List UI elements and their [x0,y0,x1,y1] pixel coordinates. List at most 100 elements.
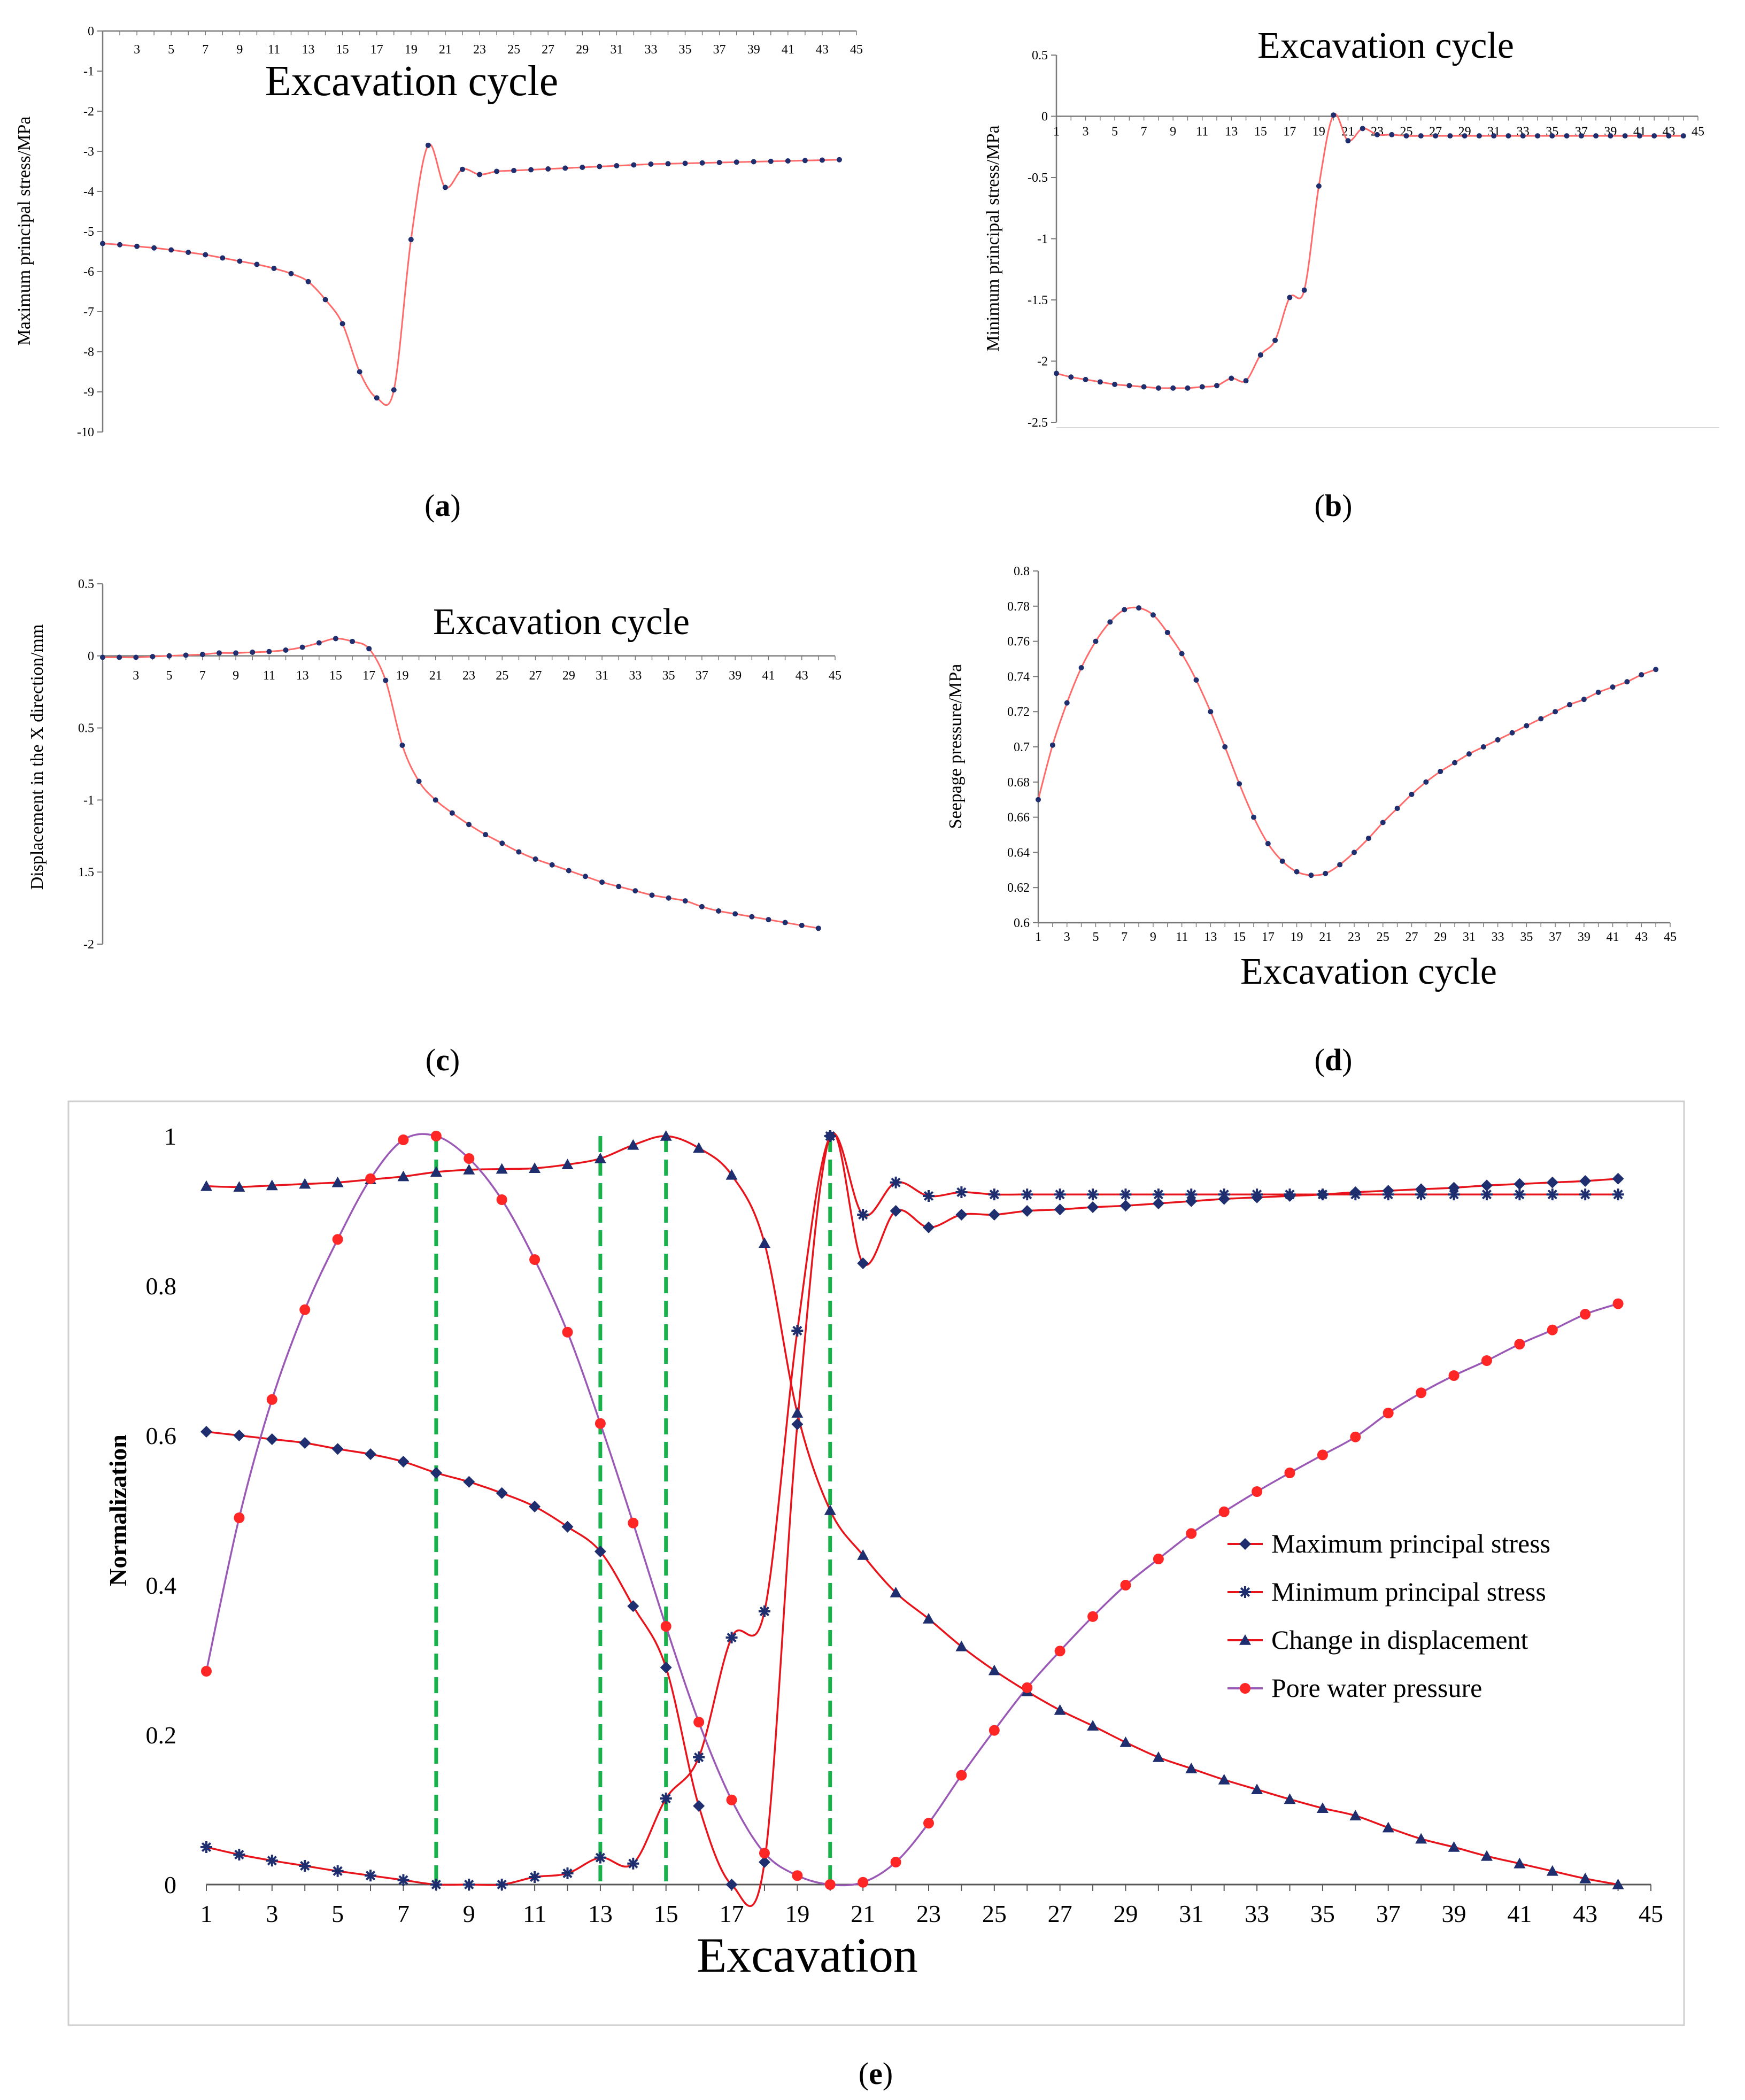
panel-b: 0.50-0.5-1-1.5-2-2.51 3 5 7 9 11 13 15 17 19 21 23 2… [983,25,1719,430]
x-tick-label-a: 7 [202,43,209,57]
x-tick-label-a: 13 [302,43,315,57]
data-point-b [1331,112,1337,118]
data-point-e-3 [594,1418,606,1429]
data-point-a [305,279,311,284]
x-tick-label-b: 11 [1196,125,1208,139]
x-tick-label-d: 1 [1035,930,1041,944]
data-point-e-2 [923,1613,935,1624]
data-point-e-1 [923,1190,935,1202]
data-point-c [549,862,555,868]
data-point-e-1 [1218,1188,1230,1201]
data-point-e-3 [1580,1309,1591,1320]
y-tick-label-a: -2 [83,105,94,119]
data-point-e-1-stroke [464,1879,474,1890]
data-point-d [1566,702,1572,708]
x-tick-label-d: 33 [1492,930,1504,944]
data-point-c [499,840,505,846]
data-point-d [1078,665,1084,670]
data-point-d [1495,737,1501,743]
y-tick-label-d: 0.7 [1014,740,1030,754]
y-tick-label-a: 0 [88,25,94,38]
data-point-e-0 [299,1437,311,1449]
data-point-d [1610,684,1616,690]
caption-c-letter: c [436,1043,450,1077]
data-point-b [1535,133,1540,139]
data-point-e-3 [660,1621,671,1632]
x-tick-label-c: 3 [133,669,139,683]
data-point-e-1-stroke [858,1209,868,1220]
data-point-e-1-stroke [1087,1190,1098,1200]
data-point-d [1581,697,1587,702]
data-point-c [416,778,422,784]
x-tick-label-c: 21 [429,669,442,683]
data-point-e-1-stroke [1613,1190,1623,1200]
data-point-e-1 [299,1860,311,1872]
legend-label-3: Pore water pressure [1271,1673,1482,1703]
y-tick-label-b: -2 [1037,355,1048,369]
data-point-e-1 [561,1867,574,1879]
y-tick-label-e: 0.4 [146,1572,177,1599]
data-point-e-0 [200,1426,212,1438]
data-point-d [1480,744,1486,750]
data-point-e-2 [791,1407,804,1418]
y-tick-label-d: 0.62 [1007,881,1030,895]
data-point-e-2 [1546,1865,1558,1876]
data-point-e-1-stroke [431,1879,441,1890]
y-tick-label-c: 1.5 [78,866,94,879]
data-point-c [682,898,688,904]
legend-label-0: Maximum principal stress [1271,1528,1550,1558]
data-point-d [1049,742,1055,748]
data-point-a [220,255,226,261]
data-point-e-3 [1186,1528,1197,1539]
x-tick-label-d: 35 [1520,930,1533,944]
y-tick-label-a: -8 [83,345,94,359]
x-tick-label-d: 3 [1064,930,1070,944]
data-point-b [1257,352,1263,358]
data-point-e-2 [857,1549,869,1560]
x-tick-label-e: 45 [1639,1900,1663,1927]
data-point-b [1680,133,1686,139]
x-tick-label-c: 45 [829,669,841,683]
data-point-e-0 [1119,1200,1132,1212]
data-point-e-3 [956,1770,967,1781]
series-line-e-3 [205,1133,1619,1887]
data-point-b [1636,133,1642,139]
data-point-d [1323,870,1329,876]
data-point-e-1-stroke [1515,1190,1525,1200]
x-tick-label-e: 17 [720,1900,744,1927]
data-point-c [166,653,172,659]
data-point-e-2 [529,1162,541,1173]
data-point-e-3 [1252,1486,1263,1497]
x-tick-label-d: 37 [1549,930,1562,944]
y-tick-label-c: 0 [88,650,94,663]
data-point-c [283,647,289,653]
data-point-e-1-stroke [825,1131,835,1141]
legend-marker-1-stroke [1240,1587,1250,1597]
data-point-e-3 [1022,1682,1033,1693]
data-point-e-3 [430,1131,442,1141]
data-point-e-2 [430,1166,442,1177]
data-point-e-2 [1415,1833,1427,1844]
data-point-e-2 [988,1664,1000,1676]
x-tick-label-a: 3 [134,43,140,57]
data-point-e-1-stroke [1022,1190,1032,1200]
data-point-b [1491,133,1497,139]
data-point-e-1-stroke [891,1177,901,1187]
data-point-e-2 [890,1587,902,1597]
y-tick-label-c: -1 [83,793,94,807]
x-tick-label-c: 23 [462,669,475,683]
data-point-e-3 [923,1818,934,1829]
legend-label-2: Change in displacement [1271,1625,1528,1655]
data-point-c [632,888,638,894]
data-point-e-1-stroke [1252,1190,1262,1200]
data-point-e-0 [955,1209,968,1221]
data-point-e-3 [1218,1506,1230,1517]
data-point-a [494,168,500,174]
data-point-e-2 [1480,1850,1493,1861]
y-tick-label-b: 0 [1041,110,1048,124]
data-point-e-0 [1087,1201,1099,1213]
data-point-a [819,157,825,163]
x-tick-label-a: 31 [610,43,623,57]
data-point-a [408,237,414,242]
data-point-a [374,395,380,401]
